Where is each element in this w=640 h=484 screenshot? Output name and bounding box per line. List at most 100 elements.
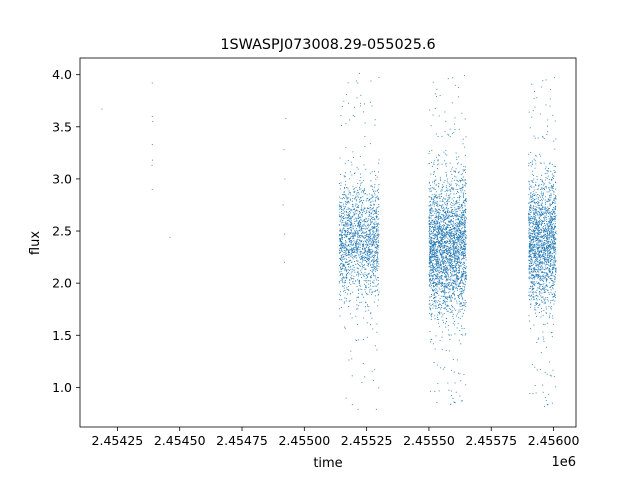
data-point bbox=[438, 294, 440, 296]
data-point bbox=[442, 262, 444, 264]
data-point bbox=[349, 238, 351, 240]
data-point bbox=[460, 221, 461, 223]
data-point bbox=[339, 299, 341, 301]
data-point bbox=[439, 223, 441, 225]
data-point bbox=[539, 278, 541, 280]
data-point bbox=[432, 290, 434, 292]
data-point bbox=[435, 241, 437, 243]
data-point bbox=[455, 274, 457, 276]
data-point bbox=[368, 248, 370, 250]
data-point bbox=[450, 265, 451, 267]
data-point bbox=[452, 203, 454, 205]
data-point bbox=[347, 285, 349, 287]
data-point bbox=[431, 242, 433, 243]
data-point bbox=[348, 214, 350, 216]
data-point bbox=[449, 236, 451, 237]
data-point bbox=[455, 251, 457, 252]
data-point bbox=[435, 184, 437, 186]
data-point bbox=[433, 251, 435, 253]
data-point bbox=[346, 233, 348, 235]
data-point bbox=[429, 274, 430, 276]
data-point bbox=[437, 201, 439, 203]
data-point bbox=[461, 205, 463, 207]
data-point bbox=[456, 244, 458, 246]
data-point bbox=[441, 188, 443, 190]
data-point bbox=[351, 270, 353, 272]
data-point bbox=[549, 302, 551, 304]
data-point bbox=[439, 212, 441, 214]
data-point bbox=[435, 235, 437, 237]
data-point bbox=[435, 282, 437, 284]
data-point bbox=[376, 241, 378, 242]
data-point bbox=[362, 202, 364, 204]
data-point bbox=[463, 223, 465, 225]
data-point bbox=[436, 284, 438, 286]
data-point bbox=[462, 257, 464, 259]
data-point bbox=[356, 239, 358, 241]
data-point bbox=[462, 186, 464, 188]
data-point bbox=[438, 222, 440, 224]
data-point bbox=[375, 228, 377, 230]
data-point bbox=[359, 197, 361, 199]
data-point bbox=[552, 268, 554, 270]
data-point bbox=[350, 277, 352, 279]
data-point bbox=[547, 300, 549, 302]
data-point bbox=[350, 211, 352, 213]
data-point bbox=[429, 296, 431, 298]
data-point bbox=[458, 282, 460, 284]
data-point bbox=[444, 297, 446, 299]
data-point bbox=[366, 336, 368, 338]
data-point bbox=[377, 235, 378, 237]
data-point bbox=[363, 259, 365, 261]
data-points bbox=[101, 72, 557, 410]
data-point bbox=[460, 217, 462, 219]
data-point bbox=[350, 293, 351, 295]
data-point bbox=[540, 210, 542, 212]
data-point bbox=[462, 274, 464, 276]
data-point bbox=[530, 205, 532, 207]
data-point bbox=[344, 254, 346, 255]
data-point bbox=[452, 228, 454, 230]
data-point bbox=[340, 115, 342, 116]
data-point bbox=[554, 200, 556, 202]
data-point bbox=[447, 216, 449, 218]
data-point bbox=[364, 272, 366, 274]
data-point bbox=[433, 223, 435, 225]
data-point bbox=[465, 333, 467, 335]
data-point bbox=[448, 217, 450, 219]
data-point bbox=[443, 236, 445, 238]
data-point bbox=[441, 267, 443, 269]
data-point bbox=[363, 237, 364, 239]
data-point bbox=[449, 214, 451, 216]
data-point bbox=[443, 217, 445, 219]
data-point bbox=[343, 247, 345, 249]
data-point bbox=[347, 231, 349, 233]
data-point bbox=[365, 246, 367, 248]
data-point bbox=[534, 253, 536, 255]
data-point bbox=[359, 261, 361, 263]
data-point bbox=[371, 370, 373, 372]
data-point bbox=[348, 254, 350, 256]
data-point bbox=[345, 247, 346, 248]
data-point bbox=[440, 228, 442, 230]
data-point bbox=[464, 265, 466, 266]
data-point bbox=[437, 237, 438, 239]
data-point bbox=[542, 198, 544, 200]
data-point bbox=[548, 264, 550, 266]
data-point bbox=[448, 198, 450, 200]
data-point bbox=[429, 262, 431, 264]
data-point bbox=[354, 213, 356, 215]
data-point bbox=[460, 303, 462, 305]
data-point bbox=[342, 247, 344, 249]
data-point bbox=[358, 214, 360, 216]
data-point bbox=[371, 226, 373, 228]
data-point bbox=[551, 402, 553, 404]
data-point bbox=[458, 128, 460, 130]
data-point bbox=[435, 274, 436, 276]
data-point bbox=[439, 303, 440, 305]
data-point bbox=[456, 313, 458, 315]
data-point bbox=[447, 264, 449, 266]
data-point bbox=[356, 240, 358, 242]
data-point bbox=[551, 280, 553, 282]
data-point bbox=[461, 187, 463, 189]
